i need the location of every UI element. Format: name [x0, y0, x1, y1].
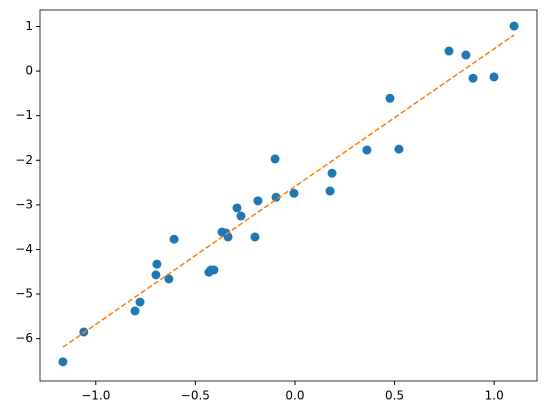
fit-line [62, 34, 515, 348]
point [58, 357, 68, 367]
point [509, 21, 519, 31]
point [327, 168, 337, 178]
x-tick-label: −1.0 [81, 389, 110, 403]
y-tick-label: −1 [15, 108, 33, 122]
y-tick-label: −6 [15, 331, 33, 345]
point [232, 203, 242, 213]
point [209, 265, 219, 275]
point [130, 306, 140, 316]
y-tick-label: −5 [15, 287, 33, 301]
axes-frame [39, 9, 538, 382]
point [236, 211, 246, 221]
y-tick-label: 1 [25, 19, 33, 33]
point [271, 192, 281, 202]
y-tick-label: −2 [15, 153, 33, 167]
point [253, 196, 263, 206]
y-tick-label: 0 [25, 64, 33, 78]
point [152, 259, 162, 269]
point [444, 46, 454, 56]
point [164, 274, 174, 284]
point [135, 297, 145, 307]
x-tick-label: −0.5 [181, 389, 210, 403]
point [270, 154, 280, 164]
point [468, 73, 478, 83]
point [250, 232, 260, 242]
x-tick-label: 1.0 [485, 389, 504, 403]
x-tick-label: 0.0 [285, 389, 304, 403]
point [151, 270, 161, 280]
point [489, 72, 499, 82]
point [385, 93, 395, 103]
point [223, 232, 233, 242]
x-tick-label: 0.5 [385, 389, 404, 403]
point [289, 188, 299, 198]
point [169, 234, 179, 244]
point [461, 50, 471, 60]
y-tick-label: −3 [15, 197, 33, 211]
point [362, 145, 372, 155]
point [394, 144, 404, 154]
point [325, 186, 335, 196]
y-tick-label: −4 [15, 242, 33, 256]
